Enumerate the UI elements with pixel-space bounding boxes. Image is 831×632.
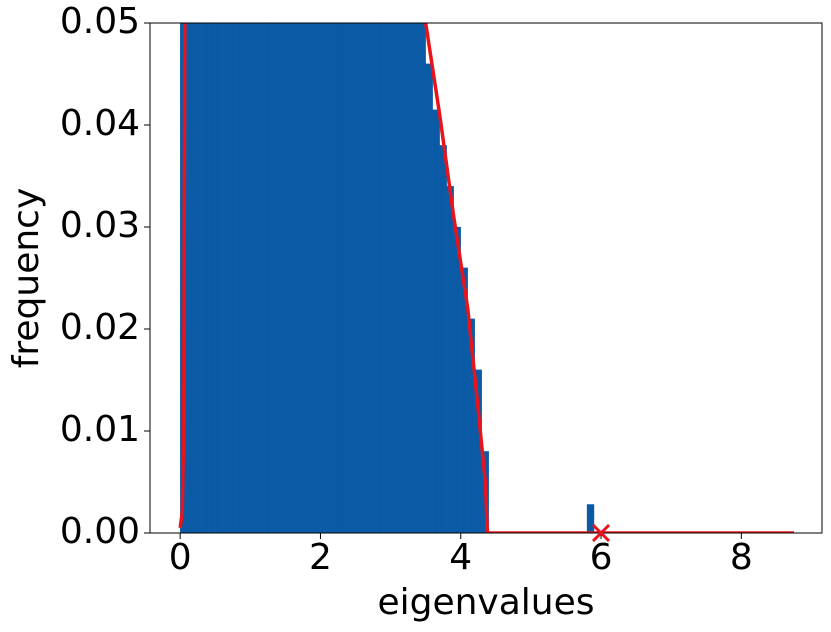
histogram-bar <box>229 23 237 533</box>
histogram-bar <box>313 23 321 533</box>
histogram-bar <box>446 186 454 533</box>
histogram-bar <box>418 23 426 533</box>
histogram-bar <box>257 23 265 533</box>
y-tick-label: 0.00 <box>60 511 140 552</box>
outlier-marker <box>591 523 611 543</box>
histogram-bar <box>285 23 293 533</box>
histogram-bar <box>243 23 251 533</box>
y-tick-label: 0.01 <box>60 409 140 450</box>
histogram-bar <box>362 23 370 533</box>
histogram-bar <box>369 23 377 533</box>
histogram-bar <box>250 23 258 533</box>
x-tick-label: 4 <box>449 537 472 578</box>
x-tick-label: 2 <box>309 537 332 578</box>
histogram-bar <box>376 23 384 533</box>
histogram-bar <box>397 23 405 533</box>
histogram-bar <box>208 23 216 533</box>
histogram-bar <box>215 23 223 533</box>
histogram-bar <box>299 23 307 533</box>
x-tick-label: 6 <box>590 537 613 578</box>
histogram-bar <box>341 23 349 533</box>
histogram-bar <box>348 23 356 533</box>
histogram-bar <box>271 23 279 533</box>
histogram-bar <box>222 23 230 533</box>
histogram-bar <box>278 23 286 533</box>
histogram-bar <box>327 23 335 533</box>
histogram-bar <box>355 23 363 533</box>
axes-frame <box>149 22 823 534</box>
histogram-bar <box>404 23 412 533</box>
histogram-bar <box>439 145 447 533</box>
y-tick-label: 0.02 <box>60 307 140 348</box>
histogram-bar <box>194 23 202 533</box>
histogram-bar <box>236 23 244 533</box>
x-tick-label: 0 <box>169 537 192 578</box>
histogram-bar <box>425 63 433 533</box>
histogram-bar <box>292 23 300 533</box>
histogram-bar <box>383 23 391 533</box>
histogram-bar <box>306 23 314 533</box>
histogram-bar <box>390 23 398 533</box>
histogram-bar <box>334 23 342 533</box>
histogram-bar <box>453 226 461 533</box>
histogram-bar <box>187 23 195 533</box>
y-tick-label: 0.05 <box>60 1 140 42</box>
density-curve <box>178 23 794 533</box>
y-tick-label: 0.04 <box>60 103 140 144</box>
histogram-bar <box>264 23 272 533</box>
y-tick-label: 0.03 <box>60 205 140 246</box>
histogram-bar <box>320 23 328 533</box>
histogram-bar <box>432 109 440 533</box>
x-axis-label: eigenvalues <box>377 582 594 623</box>
histogram-bar <box>201 23 209 533</box>
plot-area <box>178 23 794 533</box>
histogram-bar <box>586 504 595 533</box>
y-axis-label: frequency <box>6 188 47 369</box>
x-tick-label: 8 <box>730 537 753 578</box>
histogram-bar <box>411 23 419 533</box>
